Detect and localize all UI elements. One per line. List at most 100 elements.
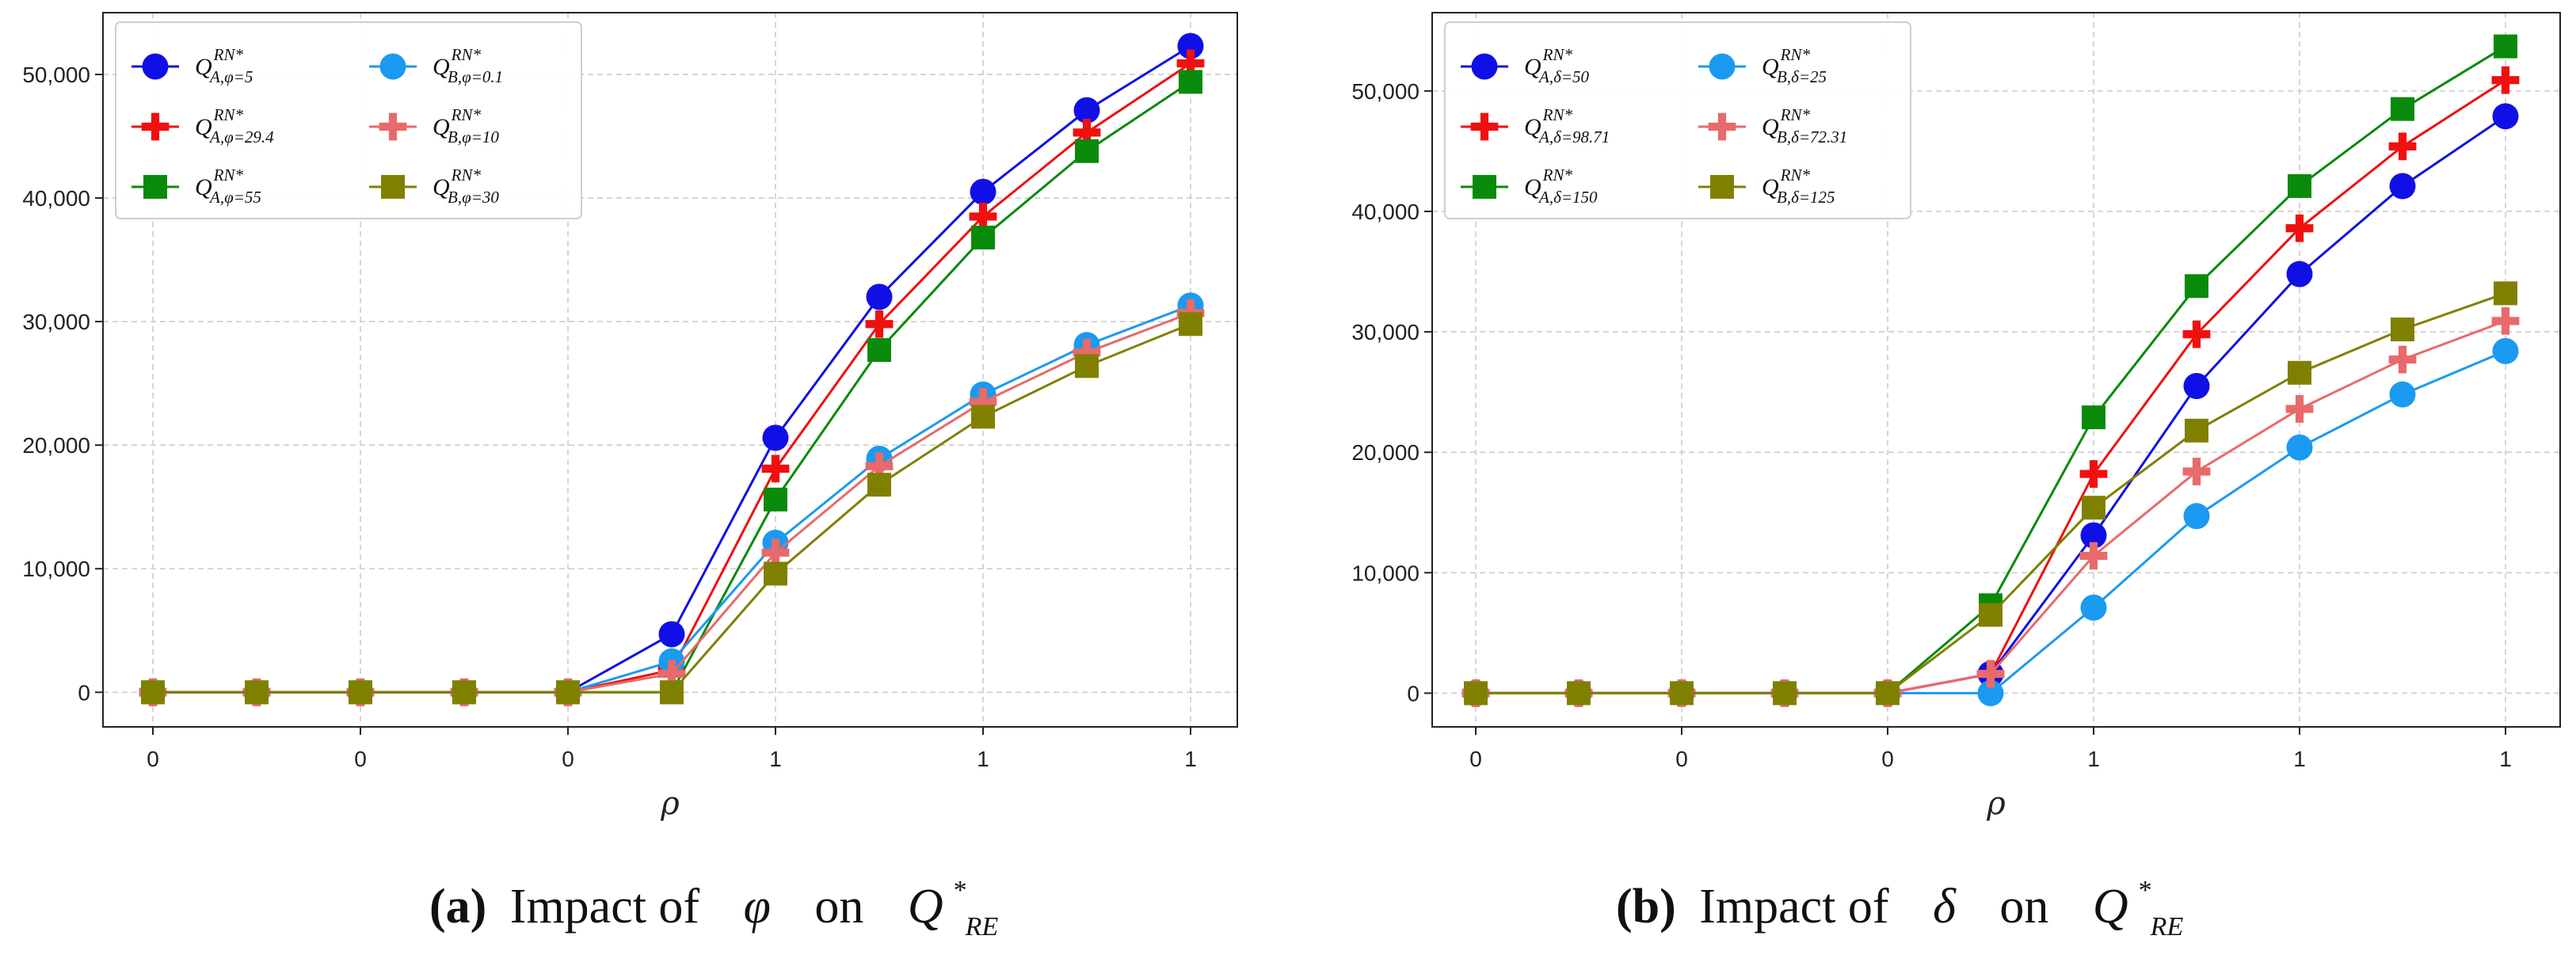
x-tick-label: 0: [1469, 747, 1482, 771]
x-tick-label: 0: [562, 747, 574, 771]
data-point: [969, 203, 997, 230]
data-point: [245, 680, 269, 705]
data-point: [969, 388, 997, 416]
legend-marker: [142, 53, 169, 80]
legend-label: QRN* B,φ=30: [433, 165, 499, 207]
legend-item: QRN* A,δ=150: [1461, 165, 1598, 207]
y-tick-label: 30,000: [22, 310, 90, 334]
y-tick-label: 50,000: [22, 63, 90, 87]
data-point: [1567, 681, 1591, 705]
data-point: [1773, 681, 1797, 705]
data-point: [349, 680, 372, 705]
legend-label: QRN* A,δ=50: [1524, 45, 1590, 86]
legend-item: QRN* A,φ=5: [131, 45, 253, 86]
data-point: [2286, 434, 2313, 461]
data-point: [764, 487, 787, 512]
data-point: [452, 680, 476, 705]
caption-b-qty-sub: RE: [2150, 912, 2184, 941]
series-line: [1476, 291, 2506, 694]
legend-box: [115, 21, 582, 219]
data-point: [556, 680, 580, 705]
data-point: [762, 424, 789, 451]
data-point: [2079, 460, 2108, 488]
legend-label: QRN* A,φ=29.4: [195, 105, 274, 146]
data-point: [1179, 312, 1202, 337]
data-point: [970, 178, 996, 205]
legend-label: QRN* B,φ=10: [433, 105, 499, 146]
data-point: [2183, 373, 2210, 400]
x-tick-label: 0: [1675, 747, 1688, 771]
caption-a-qty-sub: RE: [965, 912, 999, 941]
data-point: [2286, 261, 2313, 287]
data-point: [1979, 603, 2002, 627]
x-tick-label: 0: [147, 747, 159, 771]
series-line: [1476, 319, 2506, 694]
x-tick-label: 0: [1881, 747, 1894, 771]
data-point: [2185, 274, 2208, 299]
data-point: [865, 310, 894, 338]
series-4: [1461, 306, 2520, 707]
data-point: [2285, 395, 2314, 423]
data-point: [1073, 118, 1101, 146]
y-tick-label: 0: [78, 680, 90, 705]
caption-a-text: Impact of: [510, 880, 700, 934]
data-point: [867, 338, 891, 363]
series-3: [1462, 337, 2519, 706]
caption-b-qty: Q: [2093, 880, 2128, 934]
data-point: [2285, 214, 2314, 242]
chart-panel-a: 0 10,000 20,000 30,000 40,000 50,000 0 0 0 1 1 1 ρ QR…: [22, 12, 1238, 822]
legend-marker: [379, 112, 407, 141]
caption-b-qty-sup: *: [2137, 876, 2151, 905]
data-point: [2389, 173, 2416, 200]
data-point: [2389, 381, 2416, 408]
legend-item: QRN* B,φ=0.1: [369, 45, 503, 86]
data-point: [1179, 70, 1202, 94]
data-point: [1977, 679, 2004, 706]
data-point: [971, 226, 995, 250]
data-point: [761, 454, 790, 483]
y-tick-label: 40,000: [22, 186, 90, 211]
data-point: [1073, 97, 1100, 124]
data-point: [2288, 174, 2311, 199]
data-point: [1075, 354, 1099, 378]
caption-b-on: on: [1999, 880, 2048, 934]
legend-marker: [143, 175, 167, 199]
x-tick-label: 1: [2087, 747, 2100, 771]
caption-a-letter: (a): [429, 880, 486, 934]
data-point: [2182, 458, 2211, 485]
x-axis-label: ρ: [660, 785, 680, 822]
x-tick-label: 1: [1184, 747, 1197, 771]
legend-label: QRN* B,δ=72.31: [1762, 105, 1847, 146]
caption-b-letter: (b): [1616, 880, 1676, 934]
data-point: [2492, 337, 2519, 364]
x-tick-label: 1: [769, 747, 782, 771]
legend-label: QRN* B,δ=25: [1762, 45, 1827, 86]
legend-item: QRN* B,δ=25: [1698, 45, 1827, 86]
caption-a: (a) Impact of φ on Q * RE: [429, 856, 998, 941]
x-tick-label: 1: [977, 747, 989, 771]
x-tick-label: 1: [2499, 747, 2512, 771]
y-tick-label: 50,000: [1351, 79, 1419, 104]
data-point: [867, 473, 891, 497]
legend-item: QRN* A,δ=98.71: [1461, 105, 1610, 146]
data-point: [2492, 103, 2519, 130]
data-point: [1464, 681, 1488, 705]
data-point: [1976, 660, 2005, 688]
caption-b: (b) Impact of δ on Q * RE: [1616, 856, 2183, 941]
legend-item: QRN* A,δ=50: [1461, 45, 1590, 86]
caption-a-qty-sup: *: [952, 876, 966, 905]
legend-marker: [1471, 53, 1498, 80]
data-point: [141, 680, 165, 705]
plot-frame: [102, 12, 1238, 728]
y-tick-label: 30,000: [1351, 320, 1419, 344]
data-point: [2391, 97, 2414, 121]
legend-label: QRN* B,δ=125: [1762, 165, 1835, 207]
data-point: [657, 660, 686, 688]
legend-label: QRN* A,δ=150: [1524, 165, 1598, 207]
series-5: [1464, 281, 2517, 705]
legend-label: QRN* A,φ=55: [195, 165, 261, 207]
legend-box: [1444, 21, 1911, 219]
data-point: [2183, 503, 2210, 530]
data-point: [764, 561, 787, 586]
